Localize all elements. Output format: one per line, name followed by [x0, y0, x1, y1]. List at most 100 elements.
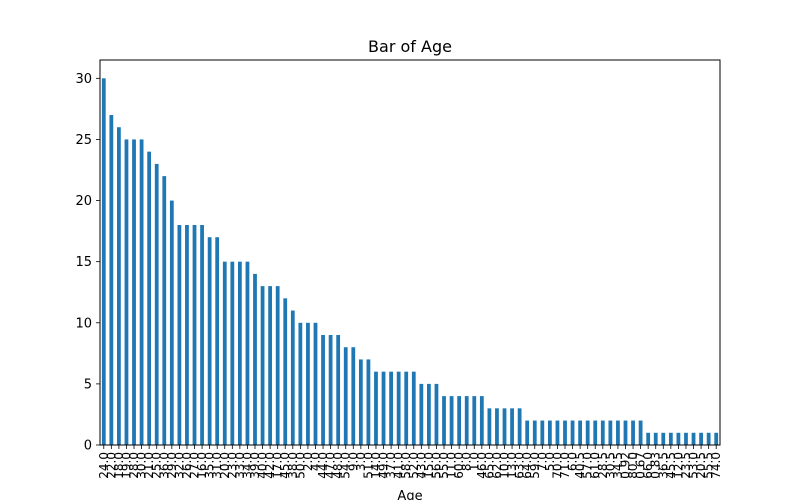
bar [177, 225, 182, 445]
x-tick-label: 28.0 [127, 452, 141, 479]
x-tick-label: 53.0 [687, 452, 701, 479]
x-tick-label: 55.0 [437, 452, 451, 479]
x-tick-label: 10.0 [498, 452, 512, 479]
bar [147, 151, 152, 446]
bar [638, 420, 643, 445]
bar [525, 420, 530, 445]
bar [714, 432, 719, 445]
bar [434, 383, 439, 445]
bar [442, 396, 446, 445]
x-tick-label: 12.0 [671, 452, 685, 479]
bar [389, 371, 393, 445]
x-tick-label: 48.0 [331, 452, 345, 479]
x-tick-label: 25.0 [150, 452, 164, 479]
x-tick-label: 44.0 [316, 452, 330, 479]
bar [222, 261, 227, 445]
bar [585, 420, 590, 445]
x-tick-label: 21.0 [142, 452, 156, 479]
x-tick-label: 18.0 [112, 452, 126, 479]
x-tick-label: 1.0 [467, 452, 481, 471]
bar [699, 432, 703, 445]
bar [676, 432, 681, 445]
bar [706, 432, 711, 445]
x-tick-label: 23.5 [679, 452, 693, 479]
x-tick-label: 20.0 [218, 452, 232, 479]
bar [464, 396, 469, 445]
bar [646, 432, 651, 445]
bar [275, 286, 280, 445]
bar [411, 371, 416, 445]
bar [608, 420, 613, 445]
bar [154, 163, 159, 445]
bar [185, 225, 189, 445]
bar [570, 420, 575, 445]
y-tick-label: 0 [84, 439, 92, 454]
x-tick-label: 7.0 [535, 452, 549, 471]
bar [427, 383, 431, 445]
x-tick-label: 41.0 [392, 452, 406, 479]
x-tick-label: 15.0 [422, 452, 436, 479]
x-tick-label: 55.5 [702, 452, 716, 479]
x-tick-label: 34.5 [611, 452, 625, 479]
bar [449, 396, 454, 445]
x-tick-label: 20.5 [694, 452, 708, 479]
bar [132, 139, 136, 445]
bar [600, 420, 605, 445]
y-tick-label: 5 [84, 377, 92, 392]
bar [192, 225, 197, 445]
x-tick-label: 26.0 [180, 452, 194, 479]
x-tick-label: 9.0 [346, 452, 360, 471]
x-tick-label: 45.0 [278, 452, 292, 479]
x-tick-label: 37.0 [384, 452, 398, 479]
bar [101, 78, 106, 445]
x-tick-label: 11.0 [445, 452, 459, 479]
x-tick-label: 39.0 [248, 452, 262, 479]
bar [668, 432, 673, 445]
x-tick-label: 80.0 [626, 452, 640, 479]
bar [563, 420, 567, 445]
x-tick-label: 13.0 [505, 452, 519, 479]
x-tick-label: 0.67 [634, 452, 648, 479]
bar [457, 396, 462, 445]
y-axis-ticks: 0 5 10 15 20 25 30 [75, 72, 100, 454]
bar [631, 420, 635, 445]
bar [691, 432, 696, 445]
x-tick-label: 6.0 [566, 452, 580, 471]
bar [290, 310, 295, 445]
x-tick-label: 56.0 [429, 452, 443, 479]
bar [366, 359, 371, 445]
y-tick-label: 20 [75, 194, 92, 209]
x-tick-label: 17.0 [271, 452, 285, 479]
x-tick-label: 62.0 [490, 452, 504, 479]
x-tick-label: 59.0 [528, 452, 542, 479]
bar [616, 420, 620, 445]
bar [532, 420, 537, 445]
bar [162, 176, 167, 446]
bar [540, 420, 545, 445]
x-tick-label: 2.0 [301, 452, 315, 471]
x-tick-label: 40.0 [256, 452, 270, 479]
x-tick-label: 4.0 [308, 452, 322, 471]
bar [215, 237, 220, 445]
x-tick-label: 47.0 [324, 452, 338, 479]
x-tick-label: 43.0 [414, 452, 428, 479]
bar [684, 432, 688, 445]
bar [298, 322, 303, 445]
bar [653, 432, 658, 445]
bar [230, 261, 235, 445]
x-tick-label: 63.0 [513, 452, 527, 479]
x-tick-label: 66.0 [641, 452, 655, 479]
x-tick-label: 45.5 [664, 452, 678, 479]
x-tick-label: 54.0 [339, 452, 353, 479]
bar [396, 371, 401, 445]
x-tick-label: 5.0 [543, 452, 557, 471]
bar [517, 408, 522, 445]
x-tick-label: 27.0 [188, 452, 202, 479]
x-tick-label: 34.0 [240, 452, 254, 479]
x-tick-label: 30.5 [603, 452, 617, 479]
bar [260, 286, 265, 445]
bar [419, 383, 424, 445]
x-tick-label: 32.0 [172, 452, 186, 479]
bar [237, 261, 242, 445]
bar [381, 371, 386, 445]
